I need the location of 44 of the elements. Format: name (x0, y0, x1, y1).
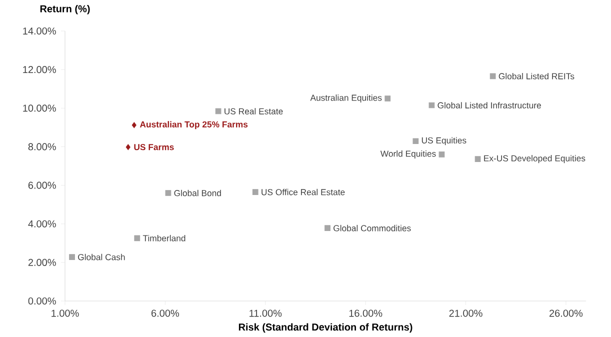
x-tick-label: 1.00% (52, 310, 79, 317)
x-tick-label: 16.00% (349, 310, 382, 317)
point (215, 108, 222, 114)
x-tick-label: 11.00% (250, 310, 282, 317)
point (324, 225, 330, 232)
annotation: US Equities (422, 137, 466, 146)
annotation: Ex-US Developed Equities (484, 155, 586, 164)
annotation: US Farms (134, 144, 174, 150)
annotation: Global Listed Infrastructure (438, 102, 541, 108)
y-tick-label: 12.00% (23, 66, 56, 74)
point (165, 190, 172, 196)
x-axis-title: Risk (Standard Deviation of Returns) (238, 323, 412, 333)
point (438, 151, 445, 158)
annotation: Timberland (142, 234, 186, 242)
point (490, 73, 496, 80)
point (252, 189, 258, 195)
y-tick-label: 6.00% (28, 182, 56, 189)
point (69, 254, 75, 260)
annotation: Global Listed REITs (498, 72, 574, 80)
annotation: Global Commodities (334, 224, 411, 232)
point (474, 156, 481, 162)
x-tick-label: 26.00% (550, 310, 583, 317)
y-tick-label: 0.00% (28, 297, 56, 305)
annotation: US Real Estate (224, 108, 283, 114)
point (132, 122, 136, 128)
point (134, 235, 140, 242)
point (412, 138, 419, 144)
annotation: Global Cash (78, 254, 125, 260)
y-tick-label: 8.00% (28, 143, 56, 150)
x-tick-label: 21.00% (449, 310, 482, 317)
x-tick-label: 6.00% (152, 310, 180, 317)
point (428, 102, 435, 108)
annotation: US Office Real Estate (262, 188, 345, 196)
y-axis-title: Return (%) (40, 4, 90, 14)
y-tick-label: 2.00% (28, 258, 56, 266)
annotation: Global Bond (174, 190, 221, 196)
annotation: Australian Top 25% Farms (140, 121, 248, 130)
point (384, 96, 391, 102)
annotation: Australian Equities (310, 94, 382, 103)
y-tick-label: 14.00% (23, 27, 56, 35)
y-tick-label: 10.00% (23, 104, 56, 112)
point (126, 144, 130, 150)
annotation: World Equities (380, 150, 436, 158)
y-tick-label: 4.00% (28, 220, 56, 228)
